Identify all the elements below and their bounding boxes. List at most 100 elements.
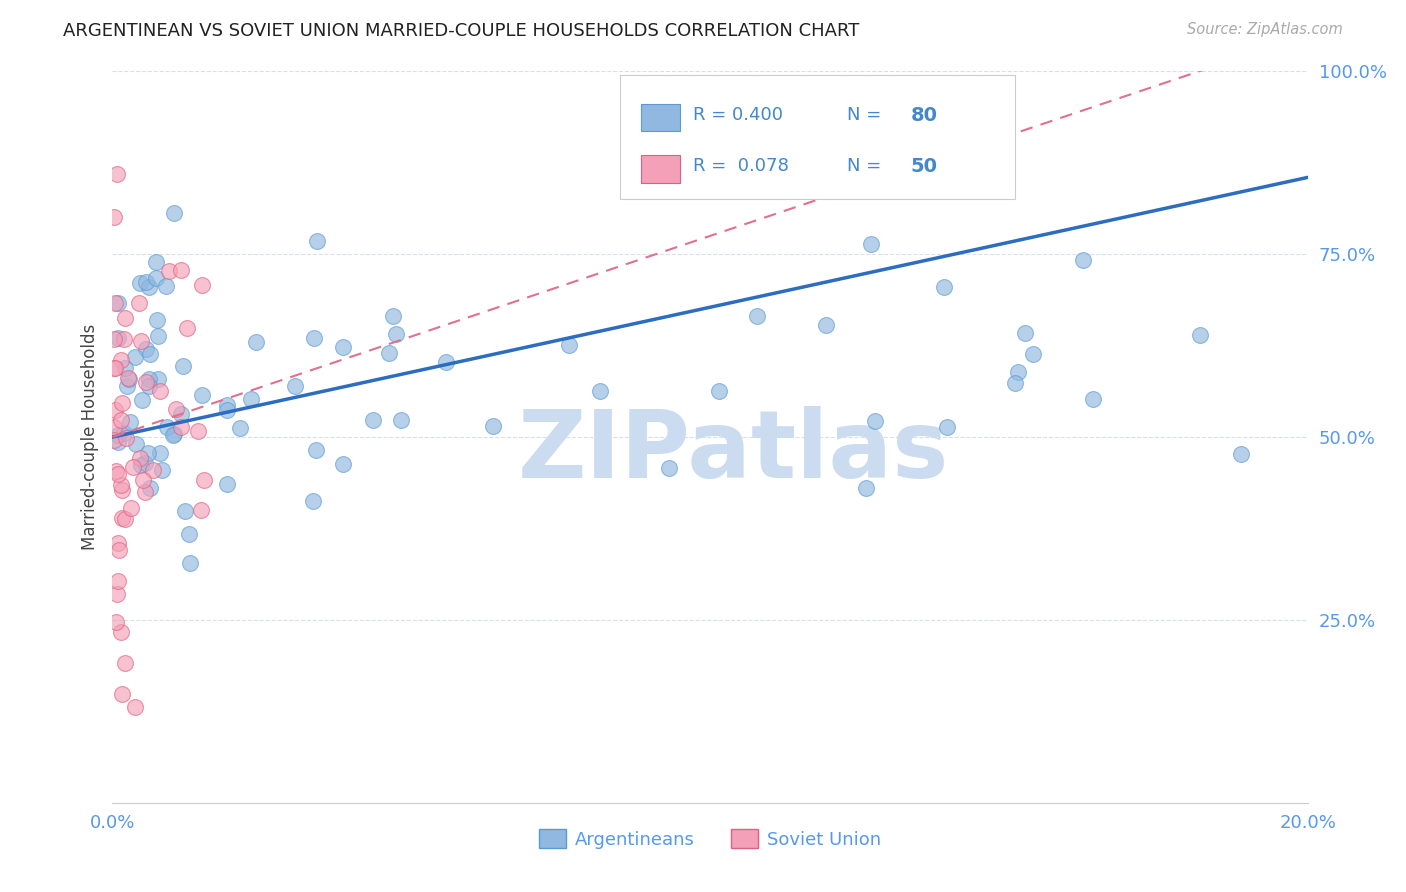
Point [745,310,768,324]
Point [131,474,153,488]
Point [103,434,125,448]
Point [191,388,214,402]
Point [148,384,170,398]
Point [124,437,146,451]
Point [110,413,132,427]
Point [103,211,125,225]
Point [173,504,195,518]
Point [124,700,146,714]
Point [107,296,129,310]
Point [114,656,136,670]
Point [155,279,177,293]
Point [107,587,129,601]
Text: 50: 50 [911,157,938,176]
Point [389,413,412,427]
Point [146,329,169,343]
Point [145,271,167,285]
Point [145,255,167,269]
Point [115,431,138,445]
Point [170,407,193,421]
Text: R = 0.400: R = 0.400 [693,106,783,124]
Point [157,264,180,278]
FancyBboxPatch shape [641,154,681,183]
Point [135,275,157,289]
Point [107,331,129,345]
Point [138,280,160,294]
Point [148,372,170,386]
Point [114,512,136,526]
Point [855,481,877,495]
Point [131,392,153,407]
Point [121,460,143,475]
Point [104,402,127,417]
Point [332,457,354,471]
Point [378,346,401,360]
Point [165,402,187,417]
Point [1007,365,1029,379]
Point [482,419,505,434]
Point [156,420,179,434]
Point [1022,346,1045,360]
Point [107,427,129,442]
Point [148,445,170,459]
Point [129,458,152,472]
Text: N =: N = [848,106,887,124]
Point [114,311,136,326]
Point [124,350,146,364]
Text: ARGENTINEAN VS SOVIET UNION MARRIED-COUPLE HOUSEHOLDS CORRELATION CHART: ARGENTINEAN VS SOVIET UNION MARRIED-COUP… [63,22,859,40]
Point [117,379,139,393]
Text: ZIPatlas: ZIPatlas [519,406,949,498]
Point [177,526,200,541]
Point [179,556,201,570]
Point [129,451,152,466]
Point [104,296,127,310]
Point [434,355,457,369]
FancyBboxPatch shape [620,75,1015,200]
Point [305,234,328,248]
Text: N =: N = [848,158,887,176]
Point [107,435,129,450]
Point [361,413,384,427]
Point [1004,376,1026,390]
Point [384,327,406,342]
Point [150,463,173,477]
Point [107,535,129,549]
Point [163,427,186,442]
Point [110,511,132,525]
Text: 80: 80 [911,106,938,125]
Point [129,276,152,290]
Legend: Argentineans, Soviet Union: Argentineans, Soviet Union [531,822,889,856]
Point [1081,392,1104,407]
Point [118,415,141,429]
Point [138,481,160,495]
FancyBboxPatch shape [641,103,681,131]
Point [193,474,215,488]
Point [114,360,136,375]
Point [107,467,129,481]
Point [863,414,886,428]
Point [162,428,184,442]
Point [139,346,162,360]
Point [381,309,404,323]
Point [111,396,134,410]
Point [187,424,209,438]
Point [217,477,239,491]
Point [111,687,134,701]
Point [105,167,128,181]
Point [112,425,135,440]
Point [558,338,581,352]
Point [302,331,325,345]
Point [239,392,262,406]
Point [112,332,135,346]
Point [110,625,132,640]
Point [1188,328,1211,343]
Point [120,500,142,515]
Point [172,359,194,374]
Point [135,375,157,389]
Point [1230,447,1253,461]
Point [284,379,307,393]
Point [302,493,325,508]
Point [191,277,214,292]
Point [138,379,160,393]
Point [934,279,956,293]
